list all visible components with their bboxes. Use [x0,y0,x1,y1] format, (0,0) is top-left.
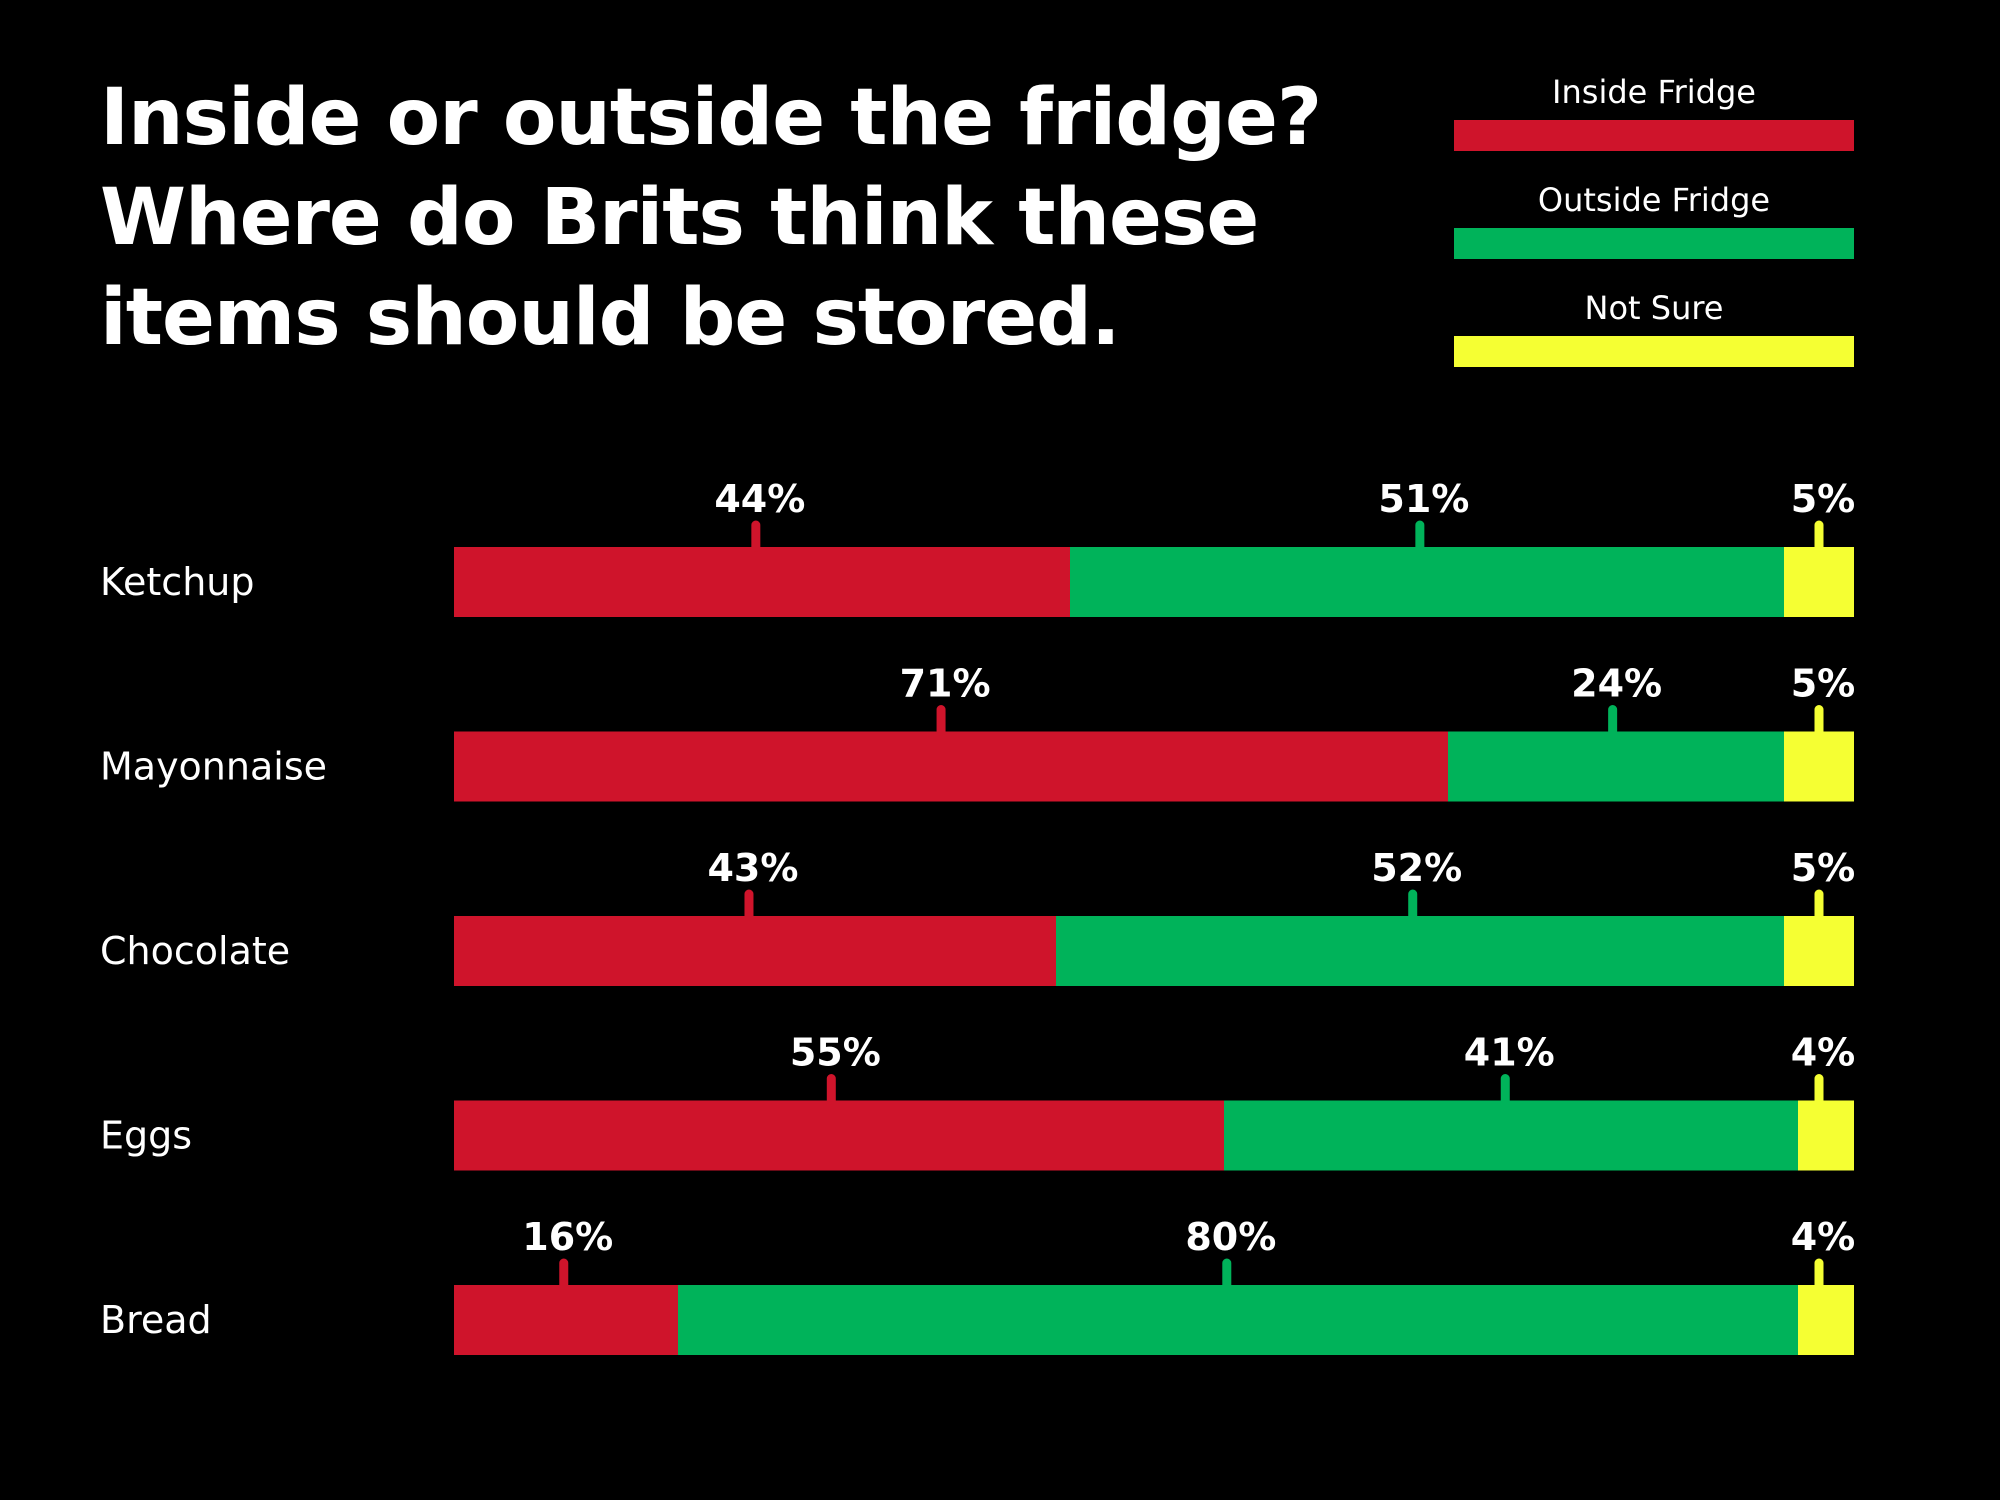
legend-swatch-outside-fridge [1454,228,1854,259]
category-label-mayonnaise: Mayonnaise [100,745,327,789]
value-label-mayonnaise-not-sure: 5% [1791,662,1856,706]
category-label-ketchup: Ketchup [100,560,255,604]
bar-ketchup-not-sure [1784,547,1854,617]
bar-mayonnaise-outside-fridge [1448,731,1784,802]
bar-ketchup-outside-fridge [1070,547,1784,617]
value-label-chocolate-not-sure: 5% [1791,846,1856,890]
legend-item-not-sure: Not Sure [1454,286,1854,394]
category-label-bread: Bread [100,1298,212,1342]
value-label-eggs-not-sure: 4% [1791,1031,1856,1075]
value-label-eggs-outside-fridge: 41% [1464,1031,1555,1075]
chart-title: Inside or outside the fridge? Where do B… [100,68,1400,368]
title-line-1: Inside or outside the fridge? [100,73,1322,163]
title-line-2: Where do Brits think these [100,173,1259,263]
bar-eggs-not-sure [1798,1100,1854,1171]
category-label-chocolate: Chocolate [100,929,290,973]
bar-eggs-outside-fridge [1224,1100,1798,1171]
bar-bread-inside-fridge [454,1285,678,1355]
bar-mayonnaise-inside-fridge [454,731,1448,802]
value-label-bread-outside-fridge: 80% [1185,1215,1276,1259]
bar-chocolate-outside-fridge [1056,916,1784,986]
title-line-3: items should be stored. [100,273,1121,363]
bar-eggs-inside-fridge [454,1100,1224,1171]
legend-label-inside-fridge: Inside Fridge [1552,73,1756,111]
legend-item-outside-fridge: Outside Fridge [1454,178,1854,286]
value-label-bread-not-sure: 4% [1791,1215,1856,1259]
legend-swatch-not-sure [1454,336,1854,367]
bar-mayonnaise-not-sure [1784,731,1854,802]
value-label-bread-inside-fridge: 16% [522,1215,613,1259]
legend-item-inside-fridge: Inside Fridge [1454,70,1854,178]
legend: Inside Fridge Outside Fridge Not Sure [1454,70,1854,394]
value-label-chocolate-inside-fridge: 43% [707,846,798,890]
legend-swatch-inside-fridge [1454,120,1854,151]
legend-label-outside-fridge: Outside Fridge [1537,181,1771,219]
bar-chocolate-inside-fridge [454,916,1056,986]
value-label-eggs-inside-fridge: 55% [790,1031,881,1075]
value-label-mayonnaise-outside-fridge: 24% [1571,662,1662,706]
value-label-ketchup-not-sure: 5% [1791,477,1856,521]
value-label-mayonnaise-inside-fridge: 71% [900,662,991,706]
bar-bread-not-sure [1798,1285,1854,1355]
bar-bread-outside-fridge [678,1285,1798,1355]
legend-label-not-sure: Not Sure [1584,289,1724,327]
bar-ketchup-inside-fridge [454,547,1070,617]
category-label-eggs: Eggs [100,1114,192,1158]
value-label-ketchup-outside-fridge: 51% [1378,477,1469,521]
value-label-ketchup-inside-fridge: 44% [714,477,805,521]
bar-chocolate-not-sure [1784,916,1854,986]
value-label-chocolate-outside-fridge: 52% [1371,846,1462,890]
